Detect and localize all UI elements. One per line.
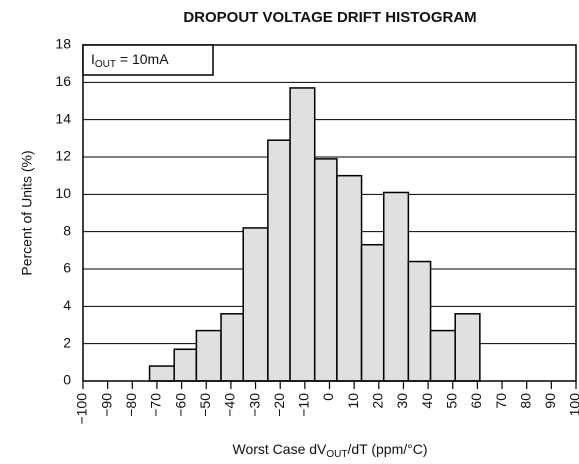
x-tick-label: −10: [296, 393, 312, 417]
x-tick-label: 70: [493, 393, 509, 409]
bar: [454, 313, 481, 382]
bar: [289, 87, 316, 382]
annotation-part: = 10mA: [116, 51, 169, 67]
x-tick-label: 90: [542, 393, 558, 409]
bar: [267, 139, 291, 382]
annotation-part: I: [91, 51, 95, 67]
x-tick-label: 100: [567, 393, 579, 417]
chart-title: DROPOUT VOLTAGE DRIFT HISTOGRAM: [183, 9, 476, 26]
x-label-sub: OUT: [326, 449, 347, 460]
y-tick-label: 4: [63, 297, 71, 313]
x-tick-label: 50: [443, 393, 459, 409]
y-tick-label: 10: [55, 185, 71, 201]
x-tick-label: −20: [271, 393, 287, 417]
bar: [173, 348, 198, 382]
annotation-box: [82, 44, 214, 76]
x-tick-label: 20: [370, 393, 386, 409]
y-tick-label: 8: [63, 222, 71, 238]
x-tick-label: 10: [345, 393, 361, 409]
x-tick-label: 60: [468, 393, 484, 409]
y-tick-label: 18: [55, 36, 71, 52]
x-axis-label: Worst Case dVOUT/dT (ppm/°C): [232, 441, 427, 460]
x-label-part: /dT (ppm/°C): [347, 441, 427, 457]
y-tick-label: 14: [55, 110, 71, 126]
plot-frame: [82, 44, 577, 382]
bar: [148, 365, 175, 382]
bar: [382, 191, 410, 382]
y-tick-label: 6: [63, 260, 71, 276]
y-tick-label: 16: [55, 73, 71, 89]
bar: [407, 260, 432, 382]
x-tick-label: −60: [172, 393, 188, 417]
x-label-part: Worst Case dV: [232, 441, 327, 457]
annotation: IOUT = 10mA: [91, 51, 169, 70]
x-tick-label: −100: [74, 393, 90, 425]
x-tick-label: −90: [98, 393, 114, 417]
y-tick-label: 0: [63, 372, 71, 388]
x-tick-label: 80: [517, 393, 533, 409]
annotation-sub: OUT: [95, 59, 116, 70]
x-tick-label: 40: [419, 393, 435, 409]
x-tick-label: −70: [148, 393, 164, 417]
x-tick-label: 30: [394, 393, 410, 409]
x-tick-label: 0: [320, 393, 336, 401]
bar: [429, 329, 456, 382]
x-tick-label: −50: [197, 393, 213, 417]
y-tick-label: 2: [63, 334, 71, 350]
y-axis-label: Percent of Units (%): [19, 150, 35, 275]
bar: [336, 174, 363, 382]
bar: [242, 227, 269, 382]
x-tick-label: −40: [222, 393, 238, 417]
bar: [195, 329, 222, 382]
y-tick-label: 12: [55, 148, 71, 164]
x-tick-label: −30: [246, 393, 262, 417]
bar: [360, 243, 385, 382]
x-tick-label: −80: [123, 393, 139, 417]
bar: [220, 313, 244, 382]
bar: [313, 158, 338, 382]
